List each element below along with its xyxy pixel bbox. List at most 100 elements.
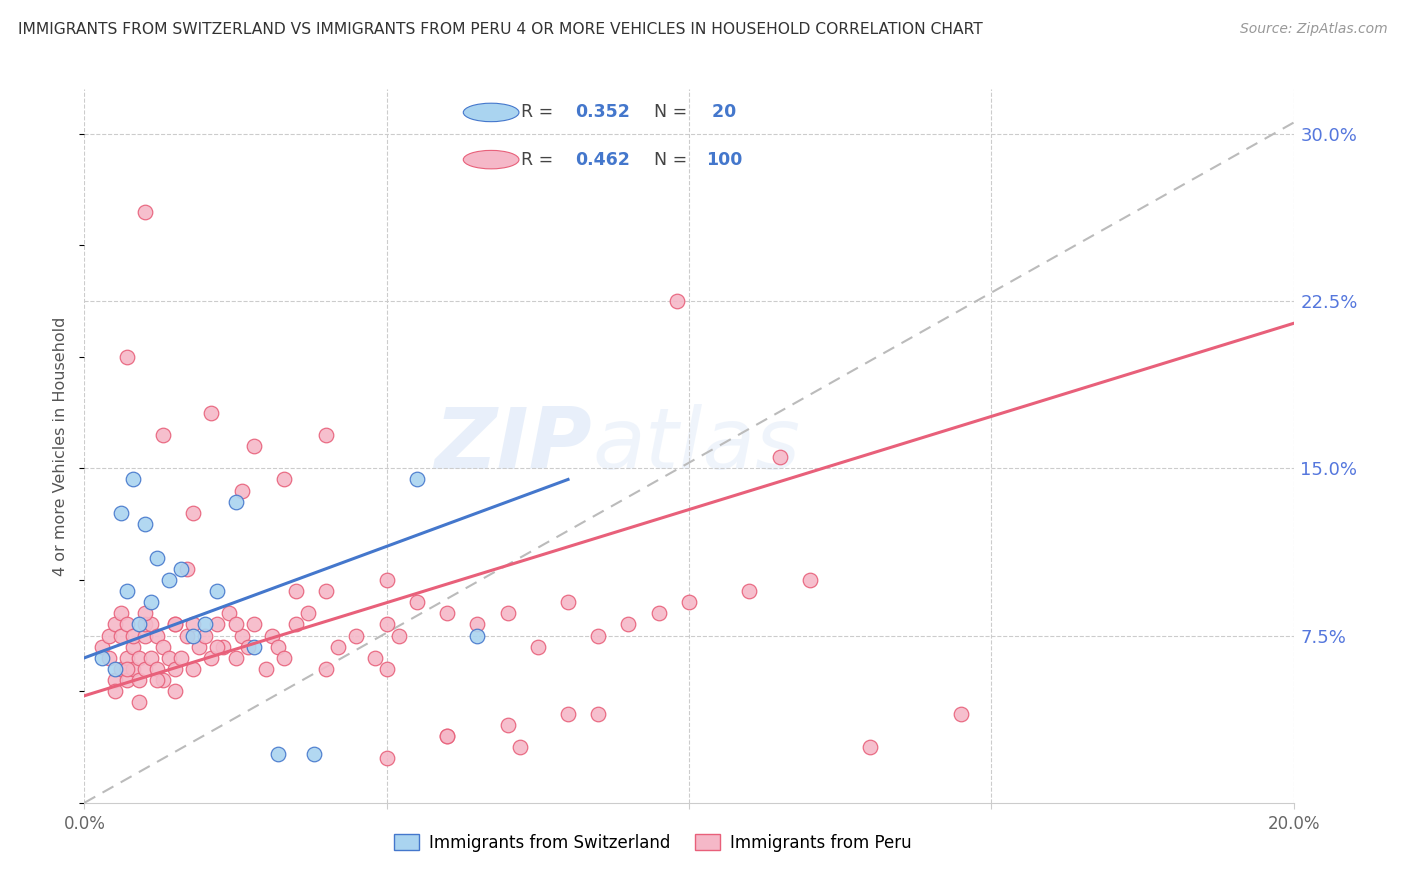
Point bbox=[665, 293, 688, 308]
Point bbox=[225, 617, 247, 632]
Point bbox=[260, 628, 283, 642]
Text: R =: R = bbox=[520, 151, 558, 169]
Point bbox=[170, 562, 193, 576]
Point bbox=[165, 662, 187, 676]
Point bbox=[859, 740, 882, 755]
Point bbox=[557, 706, 579, 721]
Point bbox=[799, 573, 821, 587]
Point bbox=[110, 662, 132, 676]
Point bbox=[121, 662, 143, 676]
Point bbox=[588, 628, 610, 642]
Point bbox=[115, 651, 138, 665]
Point bbox=[346, 628, 368, 642]
Point bbox=[225, 651, 247, 665]
Point bbox=[315, 662, 337, 676]
Point bbox=[134, 607, 156, 621]
Point bbox=[375, 662, 398, 676]
Point bbox=[157, 573, 180, 587]
Circle shape bbox=[464, 151, 519, 169]
Point bbox=[128, 651, 150, 665]
Point bbox=[375, 573, 398, 587]
Point bbox=[104, 617, 127, 632]
Point bbox=[254, 662, 277, 676]
Point bbox=[375, 617, 398, 632]
Point bbox=[170, 651, 193, 665]
Point bbox=[273, 651, 295, 665]
Point bbox=[152, 640, 174, 654]
Point bbox=[110, 628, 132, 642]
Point bbox=[110, 607, 132, 621]
Text: R =: R = bbox=[520, 103, 558, 121]
Point bbox=[225, 494, 247, 508]
Point bbox=[97, 651, 120, 665]
Point bbox=[139, 595, 162, 609]
Point bbox=[188, 640, 211, 654]
Point bbox=[165, 617, 187, 632]
Y-axis label: 4 or more Vehicles in Household: 4 or more Vehicles in Household bbox=[53, 317, 69, 575]
Point bbox=[738, 583, 761, 598]
Text: N =: N = bbox=[654, 103, 692, 121]
Point bbox=[165, 684, 187, 698]
Point bbox=[128, 696, 150, 710]
Point bbox=[104, 673, 127, 687]
Point bbox=[617, 617, 640, 632]
Text: ZIP: ZIP bbox=[434, 404, 592, 488]
Point bbox=[242, 439, 264, 453]
Point bbox=[146, 550, 169, 565]
Point bbox=[509, 740, 531, 755]
Point bbox=[110, 506, 132, 520]
Point bbox=[678, 595, 700, 609]
Point bbox=[200, 405, 222, 419]
Point bbox=[375, 751, 398, 765]
Point bbox=[207, 583, 229, 598]
Point bbox=[231, 483, 253, 498]
Point bbox=[769, 450, 792, 464]
Point bbox=[115, 673, 138, 687]
Text: Source: ZipAtlas.com: Source: ZipAtlas.com bbox=[1240, 22, 1388, 37]
Point bbox=[496, 717, 519, 731]
Point bbox=[648, 607, 671, 621]
Point bbox=[467, 617, 489, 632]
Point bbox=[328, 640, 350, 654]
Point bbox=[181, 628, 204, 642]
Point bbox=[297, 607, 319, 621]
Point bbox=[436, 729, 458, 743]
Point bbox=[302, 747, 325, 761]
Point bbox=[176, 628, 198, 642]
Point bbox=[146, 673, 169, 687]
Point bbox=[467, 628, 489, 642]
Point bbox=[139, 651, 162, 665]
Point bbox=[363, 651, 385, 665]
Point bbox=[242, 617, 264, 632]
Point bbox=[115, 662, 138, 676]
Text: 100: 100 bbox=[706, 151, 742, 169]
Point bbox=[104, 684, 127, 698]
Point bbox=[273, 473, 295, 487]
Point bbox=[104, 662, 127, 676]
Point bbox=[207, 617, 229, 632]
Point bbox=[152, 673, 174, 687]
Point bbox=[181, 506, 204, 520]
Point bbox=[315, 427, 337, 442]
Point bbox=[121, 473, 143, 487]
Point bbox=[315, 583, 337, 598]
Point bbox=[950, 706, 973, 721]
Point bbox=[139, 617, 162, 632]
Point bbox=[165, 617, 187, 632]
Point bbox=[121, 628, 143, 642]
Point bbox=[176, 562, 198, 576]
Text: 0.352: 0.352 bbox=[575, 103, 630, 121]
Point bbox=[134, 617, 156, 632]
Point bbox=[242, 640, 264, 654]
Point bbox=[146, 628, 169, 642]
Point bbox=[212, 640, 235, 654]
Legend: Immigrants from Switzerland, Immigrants from Peru: Immigrants from Switzerland, Immigrants … bbox=[387, 828, 918, 859]
Point bbox=[231, 628, 253, 642]
Point bbox=[152, 427, 174, 442]
Point bbox=[146, 662, 169, 676]
Point bbox=[436, 607, 458, 621]
Point bbox=[588, 706, 610, 721]
Point bbox=[436, 729, 458, 743]
Point bbox=[128, 617, 150, 632]
Point bbox=[406, 595, 429, 609]
